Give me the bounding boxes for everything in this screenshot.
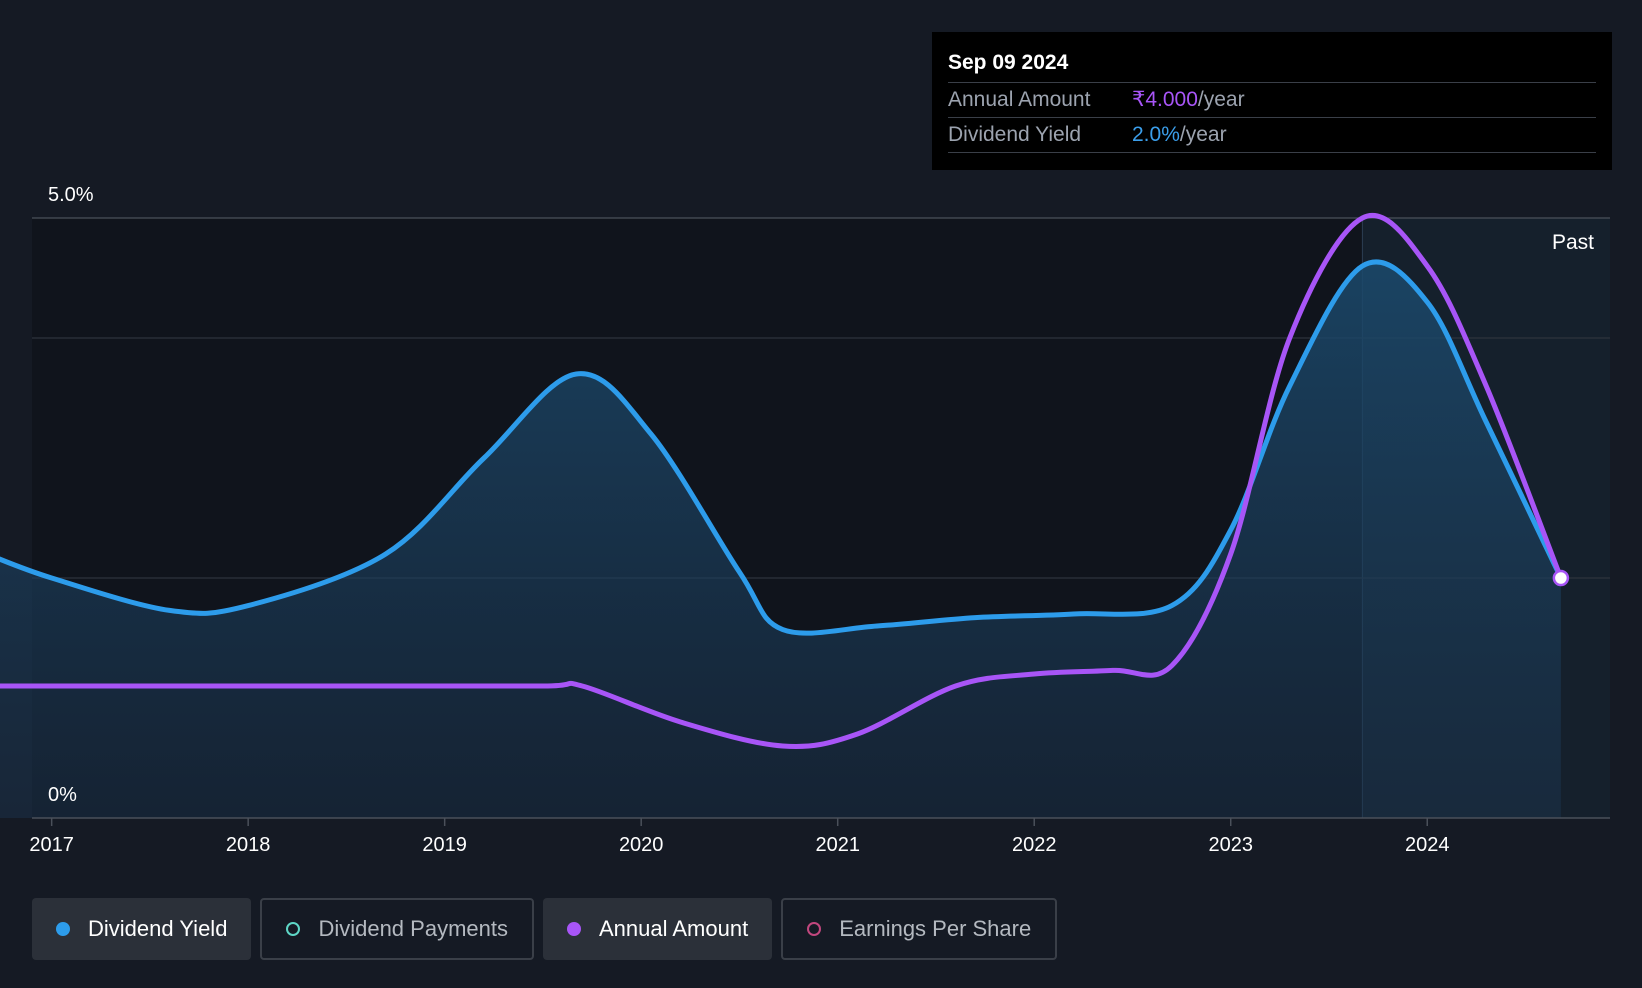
legend-label: Earnings Per Share — [839, 916, 1032, 941]
x-axis-ticks: 2017 2018 2019 2020 2021 2022 2023 2024 — [29, 818, 1449, 856]
x-tick-label: 2021 — [815, 834, 860, 856]
y-axis-label-top: 5.0% — [48, 184, 94, 206]
tooltip-date: Sep 09 2024 — [948, 51, 1069, 74]
tooltip-row-annual-amount: Annual Amount ₹4.000 /year — [948, 82, 1596, 117]
tooltip-unit: /year — [1179, 123, 1227, 146]
x-tick-label: 2022 — [1012, 834, 1057, 856]
x-tick-label: 2019 — [422, 834, 467, 856]
x-tick-label: 2023 — [1208, 834, 1253, 856]
legend-dividend-payments[interactable]: Dividend Payments — [260, 898, 534, 960]
tooltip-unit: /year — [1197, 88, 1245, 111]
legend-label: Dividend Yield — [88, 916, 228, 941]
tooltip-label: Annual Amount — [948, 88, 1091, 111]
y-axis-label-bottom: 0% — [48, 784, 77, 806]
x-tick-label: 2017 — [29, 834, 74, 856]
x-tick-label: 2018 — [226, 834, 271, 856]
dividend-yield-area — [0, 261, 1561, 818]
annual-amount-line — [0, 213, 1564, 749]
legend-dividend-yield[interactable]: Dividend Yield — [32, 898, 252, 960]
legend-dot-icon — [807, 922, 822, 936]
legend-label: Annual Amount — [598, 916, 749, 941]
legend-label: Dividend Payments — [318, 916, 508, 941]
x-tick-label: 2020 — [619, 834, 664, 856]
legend-annual-amount[interactable]: Annual Amount — [542, 898, 773, 960]
legend-dot-icon — [566, 922, 581, 936]
legend-dot-icon — [56, 922, 70, 936]
tooltip-value: 2.0% — [1132, 123, 1180, 146]
tooltip: Sep 09 2024 Annual Amount ₹4.000 /year D… — [932, 32, 1612, 170]
tooltip-label: Dividend Yield — [948, 123, 1082, 146]
x-tick-label: 2024 — [1405, 834, 1450, 856]
hover-point-marker — [1552, 569, 1570, 587]
legend-earnings-per-share[interactable]: Earnings Per Share — [781, 898, 1058, 960]
dividend-yield-line — [0, 259, 1564, 636]
tooltip-row-dividend-yield: Dividend Yield 2.0% /year — [948, 117, 1596, 153]
legend: Dividend Yield Dividend Payments Annual … — [32, 898, 1058, 960]
tooltip-value: ₹4.000 — [1132, 88, 1198, 111]
past-label: Past — [1552, 231, 1594, 254]
dividend-chart: 2017 2018 2019 2020 2021 2022 2023 2024 5.0% 0%… — [0, 184, 1610, 856]
legend-dot-icon — [286, 922, 301, 936]
